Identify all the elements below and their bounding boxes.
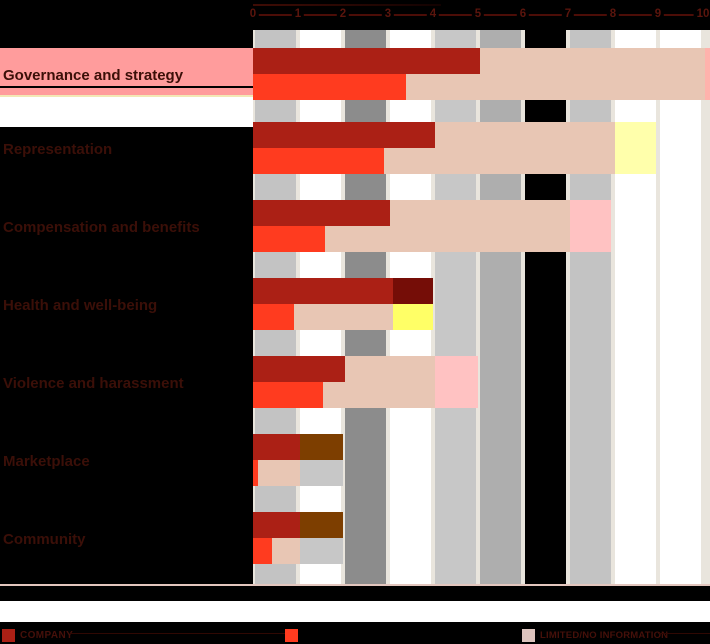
- legend-item: [285, 627, 303, 643]
- average-bar-row: [253, 74, 710, 100]
- legend-swatch: [522, 629, 535, 643]
- bar-segment-red: [253, 74, 406, 100]
- bar-segment-gray: [300, 460, 343, 486]
- average-bar-row: [253, 460, 710, 486]
- average-bar-row: [253, 538, 710, 564]
- category-label: Marketplace: [3, 453, 90, 470]
- bar-segment-pink: [435, 382, 478, 408]
- bar-segment-red: [253, 226, 325, 252]
- category-label: Health and well-being: [3, 297, 158, 314]
- axis-tick: 7: [561, 7, 575, 22]
- legend-swatch: [285, 629, 298, 643]
- bar-segment-darkred: [253, 122, 436, 148]
- bar-segment-red: [253, 304, 294, 330]
- label-leader-line: [0, 472, 253, 474]
- legend-label: COMPANY: [20, 630, 74, 642]
- bar-segment-salmon: [322, 382, 436, 408]
- bar-segment-darkred: [253, 278, 393, 304]
- company-bar-row: [253, 278, 710, 304]
- axis-tick: 10: [693, 7, 710, 22]
- label-leader-line: [0, 238, 253, 240]
- bar-segment-pink: [570, 226, 611, 252]
- bar-segment-paleyellow: [615, 148, 656, 174]
- category-label: Community: [3, 531, 86, 548]
- bar-segment-salmon: [480, 48, 706, 74]
- bar-segment-red: [253, 460, 258, 486]
- bar-segment-salmon: [325, 226, 571, 252]
- label-leader-line: [0, 394, 253, 396]
- category-label: Representation: [3, 141, 113, 158]
- background-column: [660, 30, 701, 585]
- bar-segment-brown: [300, 512, 343, 538]
- average-bar-row: [253, 304, 710, 330]
- x-axis: 0 1 2 3 4 5 6 7 8 9 10: [246, 0, 710, 30]
- bar-segment-pink: [435, 356, 478, 382]
- bar-segment-darkred: [253, 356, 346, 382]
- axis-tick: 6: [516, 7, 530, 22]
- company-bar-row: [253, 48, 710, 74]
- company-bar-row: [253, 122, 710, 148]
- plot-area: [253, 30, 710, 585]
- axis-tick: 9: [651, 7, 665, 22]
- axis-tick: 8: [606, 7, 620, 22]
- bar-segment-gray: [300, 538, 343, 564]
- bar-segment-salmon: [257, 460, 301, 486]
- average-bar-row: [253, 226, 710, 252]
- bar-segment-brown: [300, 434, 343, 460]
- category-label: Governance and strategy: [3, 67, 184, 84]
- bar-segment-salmon: [293, 304, 393, 330]
- legend-label: LIMITED/NO INFORMATION: [540, 630, 669, 642]
- bar-segment-salmon: [435, 122, 616, 148]
- axis-tick: 3: [381, 7, 395, 22]
- label-leader-line: [0, 86, 253, 88]
- bar-segment-salmon: [345, 356, 436, 382]
- bar-segment-edge_pink: [705, 74, 710, 100]
- bar-segment-darkred: [253, 512, 301, 538]
- axis-tick: 0: [246, 7, 260, 22]
- company-bar-row: [253, 512, 710, 538]
- bar-segment-paleyellow: [615, 122, 656, 148]
- average-bar-row: [253, 382, 710, 408]
- bar-segment-salmon: [390, 200, 571, 226]
- company-bar-row: [253, 434, 710, 460]
- footer-band: [0, 601, 710, 622]
- bar-segment-darkred: [253, 434, 301, 460]
- average-bar-row: [253, 148, 710, 174]
- bar-segment-red: [253, 148, 384, 174]
- bar-segment-darkred: [253, 200, 391, 226]
- decorative-line: [70, 633, 285, 634]
- bar-segment-maroon: [392, 278, 433, 304]
- row-highlight-white-band: [0, 97, 253, 127]
- bar-segment-salmon: [406, 74, 706, 100]
- legend: COMPANY LIMITED/NO INFORMATION: [0, 622, 710, 644]
- legend-swatch: [2, 629, 15, 643]
- axis-tick: 5: [471, 7, 485, 22]
- bar-segment-pink: [570, 200, 611, 226]
- category-label: Compensation and benefits: [3, 219, 200, 236]
- company-bar-row: [253, 356, 710, 382]
- bar-segment-salmon: [383, 148, 616, 174]
- label-leader-line: [0, 316, 253, 318]
- label-leader-line: [0, 160, 253, 162]
- bar-segment-salmon: [271, 538, 301, 564]
- plot-bottom-border: [0, 584, 710, 586]
- row-highlight-underline: [0, 95, 253, 97]
- bar-segment-yellow: [392, 304, 433, 330]
- bar-segment-red: [253, 538, 272, 564]
- axis-tick: 2: [336, 7, 350, 22]
- category-label: Violence and harassment: [3, 375, 184, 392]
- decorative-line: [658, 633, 710, 634]
- axis-tick: 1: [291, 7, 305, 22]
- label-leader-line: [0, 550, 253, 552]
- bar-segment-darkred: [253, 48, 481, 74]
- company-bar-row: [253, 200, 710, 226]
- axis-tick: 4: [426, 7, 440, 22]
- legend-item: LIMITED/NO INFORMATION: [522, 627, 669, 643]
- legend-item: COMPANY: [2, 627, 74, 643]
- bar-segment-red: [253, 382, 323, 408]
- decorative-title-line: [253, 4, 441, 6]
- bar-segment-edge_pink: [705, 48, 710, 74]
